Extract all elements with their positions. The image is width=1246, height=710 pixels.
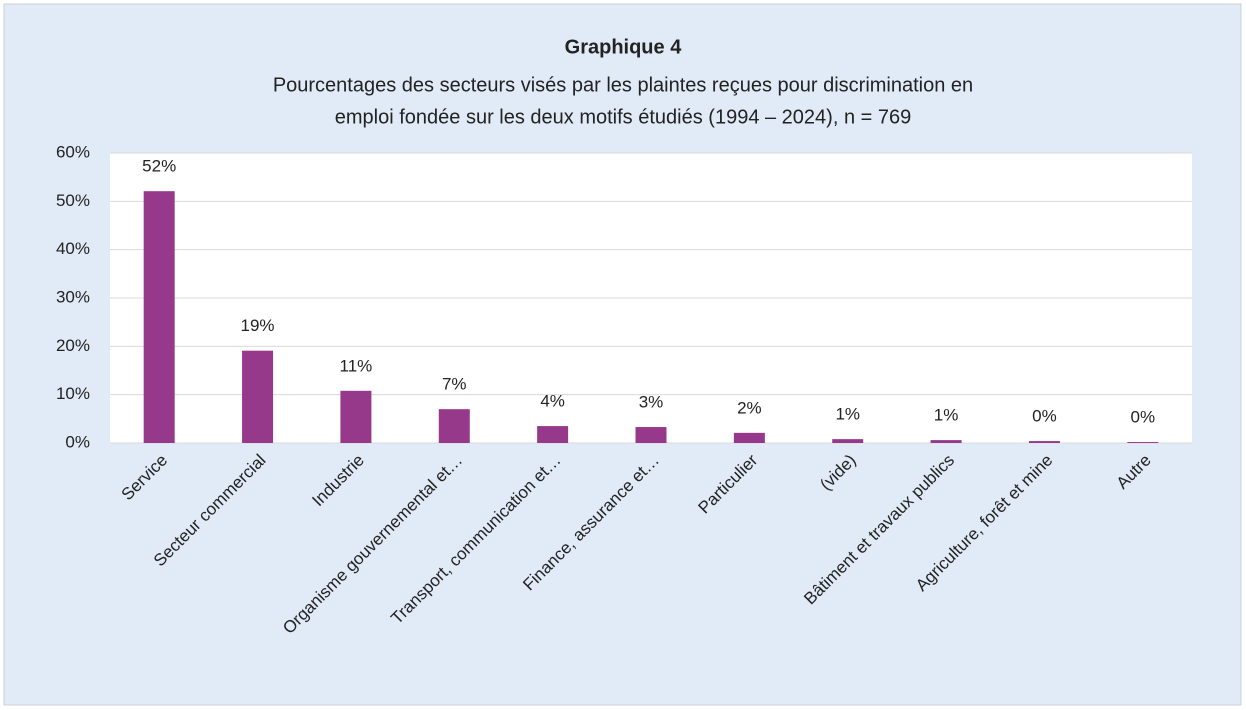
y-tick-label: 10% (56, 384, 90, 403)
y-tick-label: 30% (56, 287, 90, 306)
bar (635, 427, 667, 443)
data-label: 7% (442, 375, 467, 394)
y-tick-label: 50% (56, 191, 90, 210)
y-tick-label: 20% (56, 336, 90, 355)
y-tick-label: 0% (65, 432, 90, 451)
bar (537, 426, 569, 443)
data-label: 19% (241, 316, 275, 335)
bar (438, 409, 470, 443)
chart-subtitle: Pourcentages des secteurs visés par les … (273, 74, 973, 96)
data-label: 4% (540, 392, 565, 411)
data-label: 1% (934, 406, 959, 425)
chart-subtitle: emploi fondée sur les deux motifs étudié… (335, 106, 911, 128)
bar (340, 390, 372, 443)
bar (1127, 442, 1159, 443)
bar (1028, 441, 1060, 443)
y-tick-label: 40% (56, 239, 90, 258)
bar (242, 350, 274, 443)
data-label: 0% (1131, 408, 1156, 427)
y-tick-label: 60% (56, 142, 90, 161)
bar (733, 432, 765, 443)
data-label: 2% (737, 398, 762, 417)
chart-title: Graphique 4 (565, 36, 683, 58)
data-label: 11% (340, 356, 373, 375)
bar (143, 191, 175, 443)
bar (832, 439, 864, 443)
data-label: 52% (142, 157, 176, 176)
data-label: 3% (639, 393, 664, 412)
data-label: 0% (1032, 407, 1057, 426)
bar (930, 440, 962, 443)
data-label: 1% (835, 405, 860, 424)
